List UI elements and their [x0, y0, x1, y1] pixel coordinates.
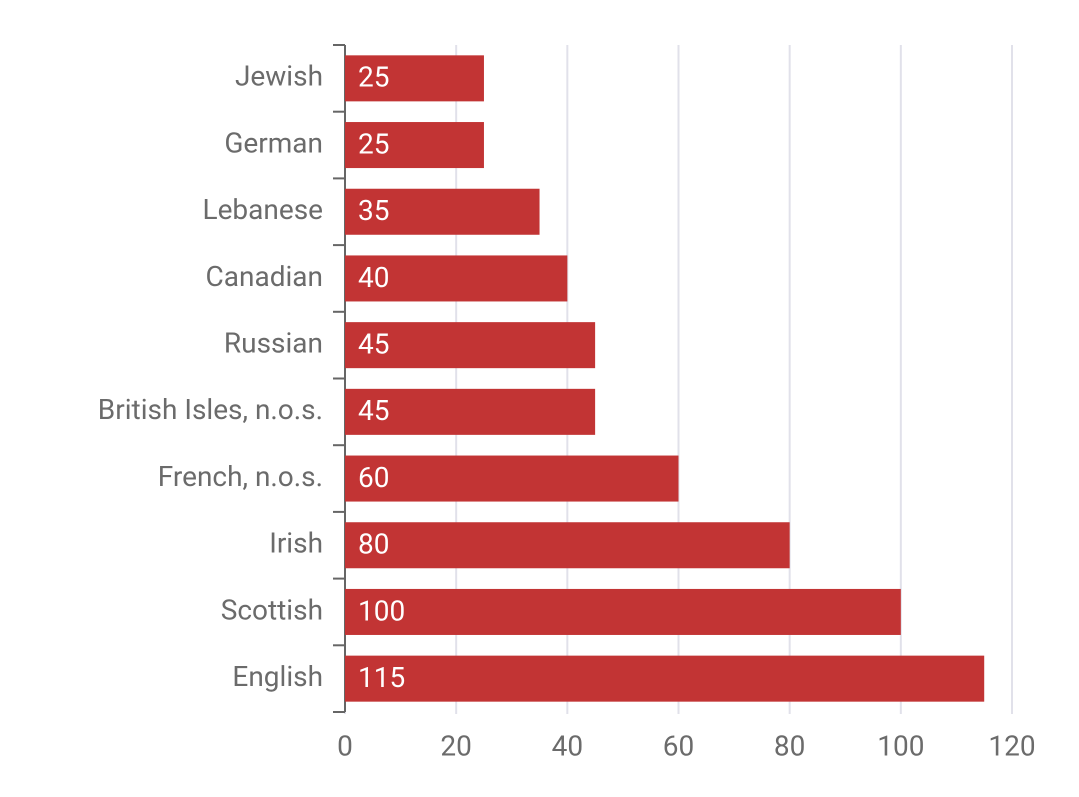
bar: [345, 522, 790, 569]
y-tick-label: Jewish: [235, 60, 323, 93]
bar: [345, 588, 901, 635]
y-tick-label: Canadian: [206, 260, 323, 293]
value-label: 35: [358, 194, 389, 227]
value-label: 100: [358, 594, 405, 627]
bar: [345, 188, 540, 235]
y-tick-label: Lebanese: [203, 193, 324, 226]
y-tick-label: Russian: [224, 327, 323, 360]
y-tick-label: English: [232, 660, 323, 693]
y-tick-label: Irish: [269, 527, 323, 560]
x-tick-label: 0: [337, 729, 353, 762]
x-tick-label: 60: [663, 729, 694, 762]
y-tick-label: British Isles, n.o.s.: [98, 393, 323, 426]
bar: [345, 55, 484, 102]
bar: [345, 122, 484, 169]
value-label: 115: [358, 661, 405, 694]
bar: [345, 322, 596, 369]
bar: [345, 455, 679, 502]
value-label: 45: [358, 328, 389, 361]
value-label: 40: [358, 261, 389, 294]
x-tick-label: 120: [988, 729, 1035, 762]
y-tick-label: French, n.o.s.: [158, 460, 323, 493]
value-label: 25: [358, 61, 389, 94]
x-tick-label: 80: [774, 729, 805, 762]
value-label: 25: [358, 127, 389, 160]
value-label: 80: [358, 528, 389, 561]
value-label: 60: [358, 461, 389, 494]
bar: [345, 655, 985, 702]
value-label: 45: [358, 394, 389, 427]
y-tick-label: German: [224, 126, 323, 159]
bar: [345, 388, 596, 435]
x-tick-label: 100: [877, 729, 924, 762]
x-tick-label: 20: [440, 729, 471, 762]
bar: [345, 255, 568, 302]
y-tick-label: Scottish: [221, 593, 323, 626]
x-tick-label: 40: [552, 729, 583, 762]
